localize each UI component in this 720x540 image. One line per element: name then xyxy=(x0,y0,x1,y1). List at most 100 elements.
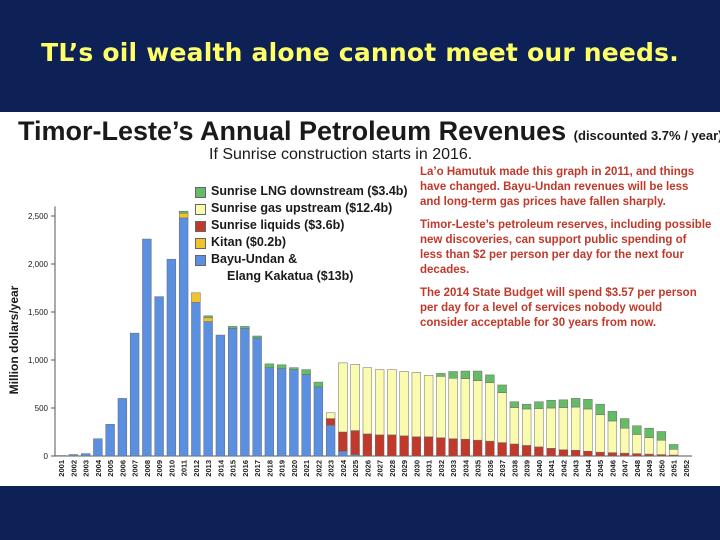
bar-segment xyxy=(644,453,654,457)
legend-label: Sunrise liquids ($3.6b) xyxy=(211,218,345,232)
bar-segment xyxy=(558,407,569,451)
bar-segment xyxy=(448,438,458,457)
bar-segment xyxy=(191,302,201,457)
bar-segment xyxy=(411,372,422,438)
bar-segment xyxy=(668,449,679,456)
bar-segment xyxy=(583,450,593,457)
bar-segment xyxy=(668,444,679,450)
chart-title: Timor-Leste’s Annual Petroleum Revenues … xyxy=(18,116,720,147)
bar-segment xyxy=(252,337,262,457)
bar-segment xyxy=(460,438,471,457)
bar-segment xyxy=(362,367,373,435)
bar-segment xyxy=(374,369,385,436)
x-tick-label: 2008 xyxy=(143,460,152,477)
bar-segment xyxy=(301,374,311,457)
x-tick-label: 2041 xyxy=(547,460,556,477)
bar-segment xyxy=(656,431,667,441)
x-tick-label: 2030 xyxy=(412,460,421,477)
x-tick-label: 2038 xyxy=(510,460,519,477)
bar-segment xyxy=(595,403,605,415)
bar-segment xyxy=(325,425,336,457)
y-tick-label: 0 xyxy=(44,452,49,461)
x-tick-label: 2015 xyxy=(229,460,238,477)
bar-segment xyxy=(191,292,201,303)
bar-segment xyxy=(534,401,544,409)
bar-segment xyxy=(178,217,189,457)
bar-segment xyxy=(203,321,213,457)
legend-item: Sunrise liquids ($3.6b) xyxy=(195,218,408,234)
bar-segment xyxy=(387,434,397,457)
bar-segment xyxy=(460,378,471,440)
bar-segment xyxy=(129,332,140,457)
bar-segment xyxy=(350,430,360,455)
x-tick-label: 2020 xyxy=(290,460,299,477)
bar-segment xyxy=(583,408,593,452)
x-tick-label: 2027 xyxy=(376,460,385,477)
x-tick-label: 2045 xyxy=(596,460,605,477)
bar-segment xyxy=(632,434,642,454)
bar-segment xyxy=(607,411,618,422)
x-tick-label: 2023 xyxy=(327,460,336,477)
x-tick-label: 2007 xyxy=(131,460,140,477)
bar-segment xyxy=(105,424,115,457)
bar-segment xyxy=(509,443,520,457)
bar-segment xyxy=(570,398,581,408)
x-tick-label: 2029 xyxy=(400,460,409,477)
bar-segment xyxy=(644,427,654,439)
bar-segment xyxy=(595,414,605,453)
bar-segment xyxy=(509,407,520,445)
bar-segment xyxy=(619,418,630,429)
x-tick-label: 2010 xyxy=(167,460,176,477)
bar-segment xyxy=(497,392,507,443)
bar-segment xyxy=(644,437,654,455)
bar-segment xyxy=(546,400,556,409)
bar-segment xyxy=(472,370,483,381)
x-tick-label: 2016 xyxy=(241,460,250,477)
bar-segment xyxy=(264,363,275,368)
bar-segment xyxy=(448,371,458,379)
bar-segment xyxy=(497,384,507,393)
bar-segment xyxy=(521,408,532,446)
bar-segment xyxy=(227,328,238,457)
bar-segment xyxy=(472,439,483,457)
bar-segment xyxy=(558,399,569,408)
bar-segment xyxy=(276,364,287,369)
bar-segment xyxy=(178,210,189,214)
x-tick-label: 2025 xyxy=(351,460,360,477)
bar-segment xyxy=(338,450,348,457)
bar-segment xyxy=(570,406,581,451)
bar-segment xyxy=(166,258,177,457)
x-tick-label: 2019 xyxy=(278,460,287,477)
legend-label: Sunrise LNG downstream ($3.4b) xyxy=(211,184,408,198)
bar-segment xyxy=(227,326,238,329)
x-tick-label: 2047 xyxy=(621,460,630,477)
bar-segment xyxy=(656,439,667,455)
x-tick-label: 2052 xyxy=(682,460,691,477)
x-tick-label: 2033 xyxy=(449,460,458,477)
y-tick-label: 500 xyxy=(35,404,49,413)
x-tick-label: 2049 xyxy=(645,460,654,477)
legend-label: Kitan ($0.2b) xyxy=(211,235,287,249)
bar-segment xyxy=(448,377,458,439)
chart-legend: Sunrise LNG downstream ($3.4b) Sunrise g… xyxy=(195,184,408,286)
bar-segment xyxy=(436,437,446,457)
legend-swatch xyxy=(195,255,206,266)
x-tick-label: 2044 xyxy=(584,459,593,477)
chart-title-note: (discounted 3.7% / year) xyxy=(573,128,720,143)
legend-label-continuation: Elang Kakatua ($13b) xyxy=(227,269,354,283)
bar-segment xyxy=(472,380,483,441)
x-tick-label: 2036 xyxy=(486,460,495,477)
bar-segment xyxy=(436,373,446,377)
legend-swatch xyxy=(195,238,206,249)
bar-segment xyxy=(423,436,434,457)
bar-segment xyxy=(264,367,275,457)
bar-segment xyxy=(485,440,495,457)
chart-title-text: Timor-Leste’s Annual Petroleum Revenues xyxy=(18,116,567,146)
x-tick-label: 2039 xyxy=(523,460,532,477)
legend-item: Sunrise gas upstream ($12.4b) xyxy=(195,201,408,217)
bar-segment xyxy=(521,445,532,457)
x-tick-label: 2046 xyxy=(608,460,617,477)
bar-segment xyxy=(362,433,373,457)
y-tick-label: 1,500 xyxy=(28,308,49,317)
bar-segment xyxy=(154,296,164,457)
